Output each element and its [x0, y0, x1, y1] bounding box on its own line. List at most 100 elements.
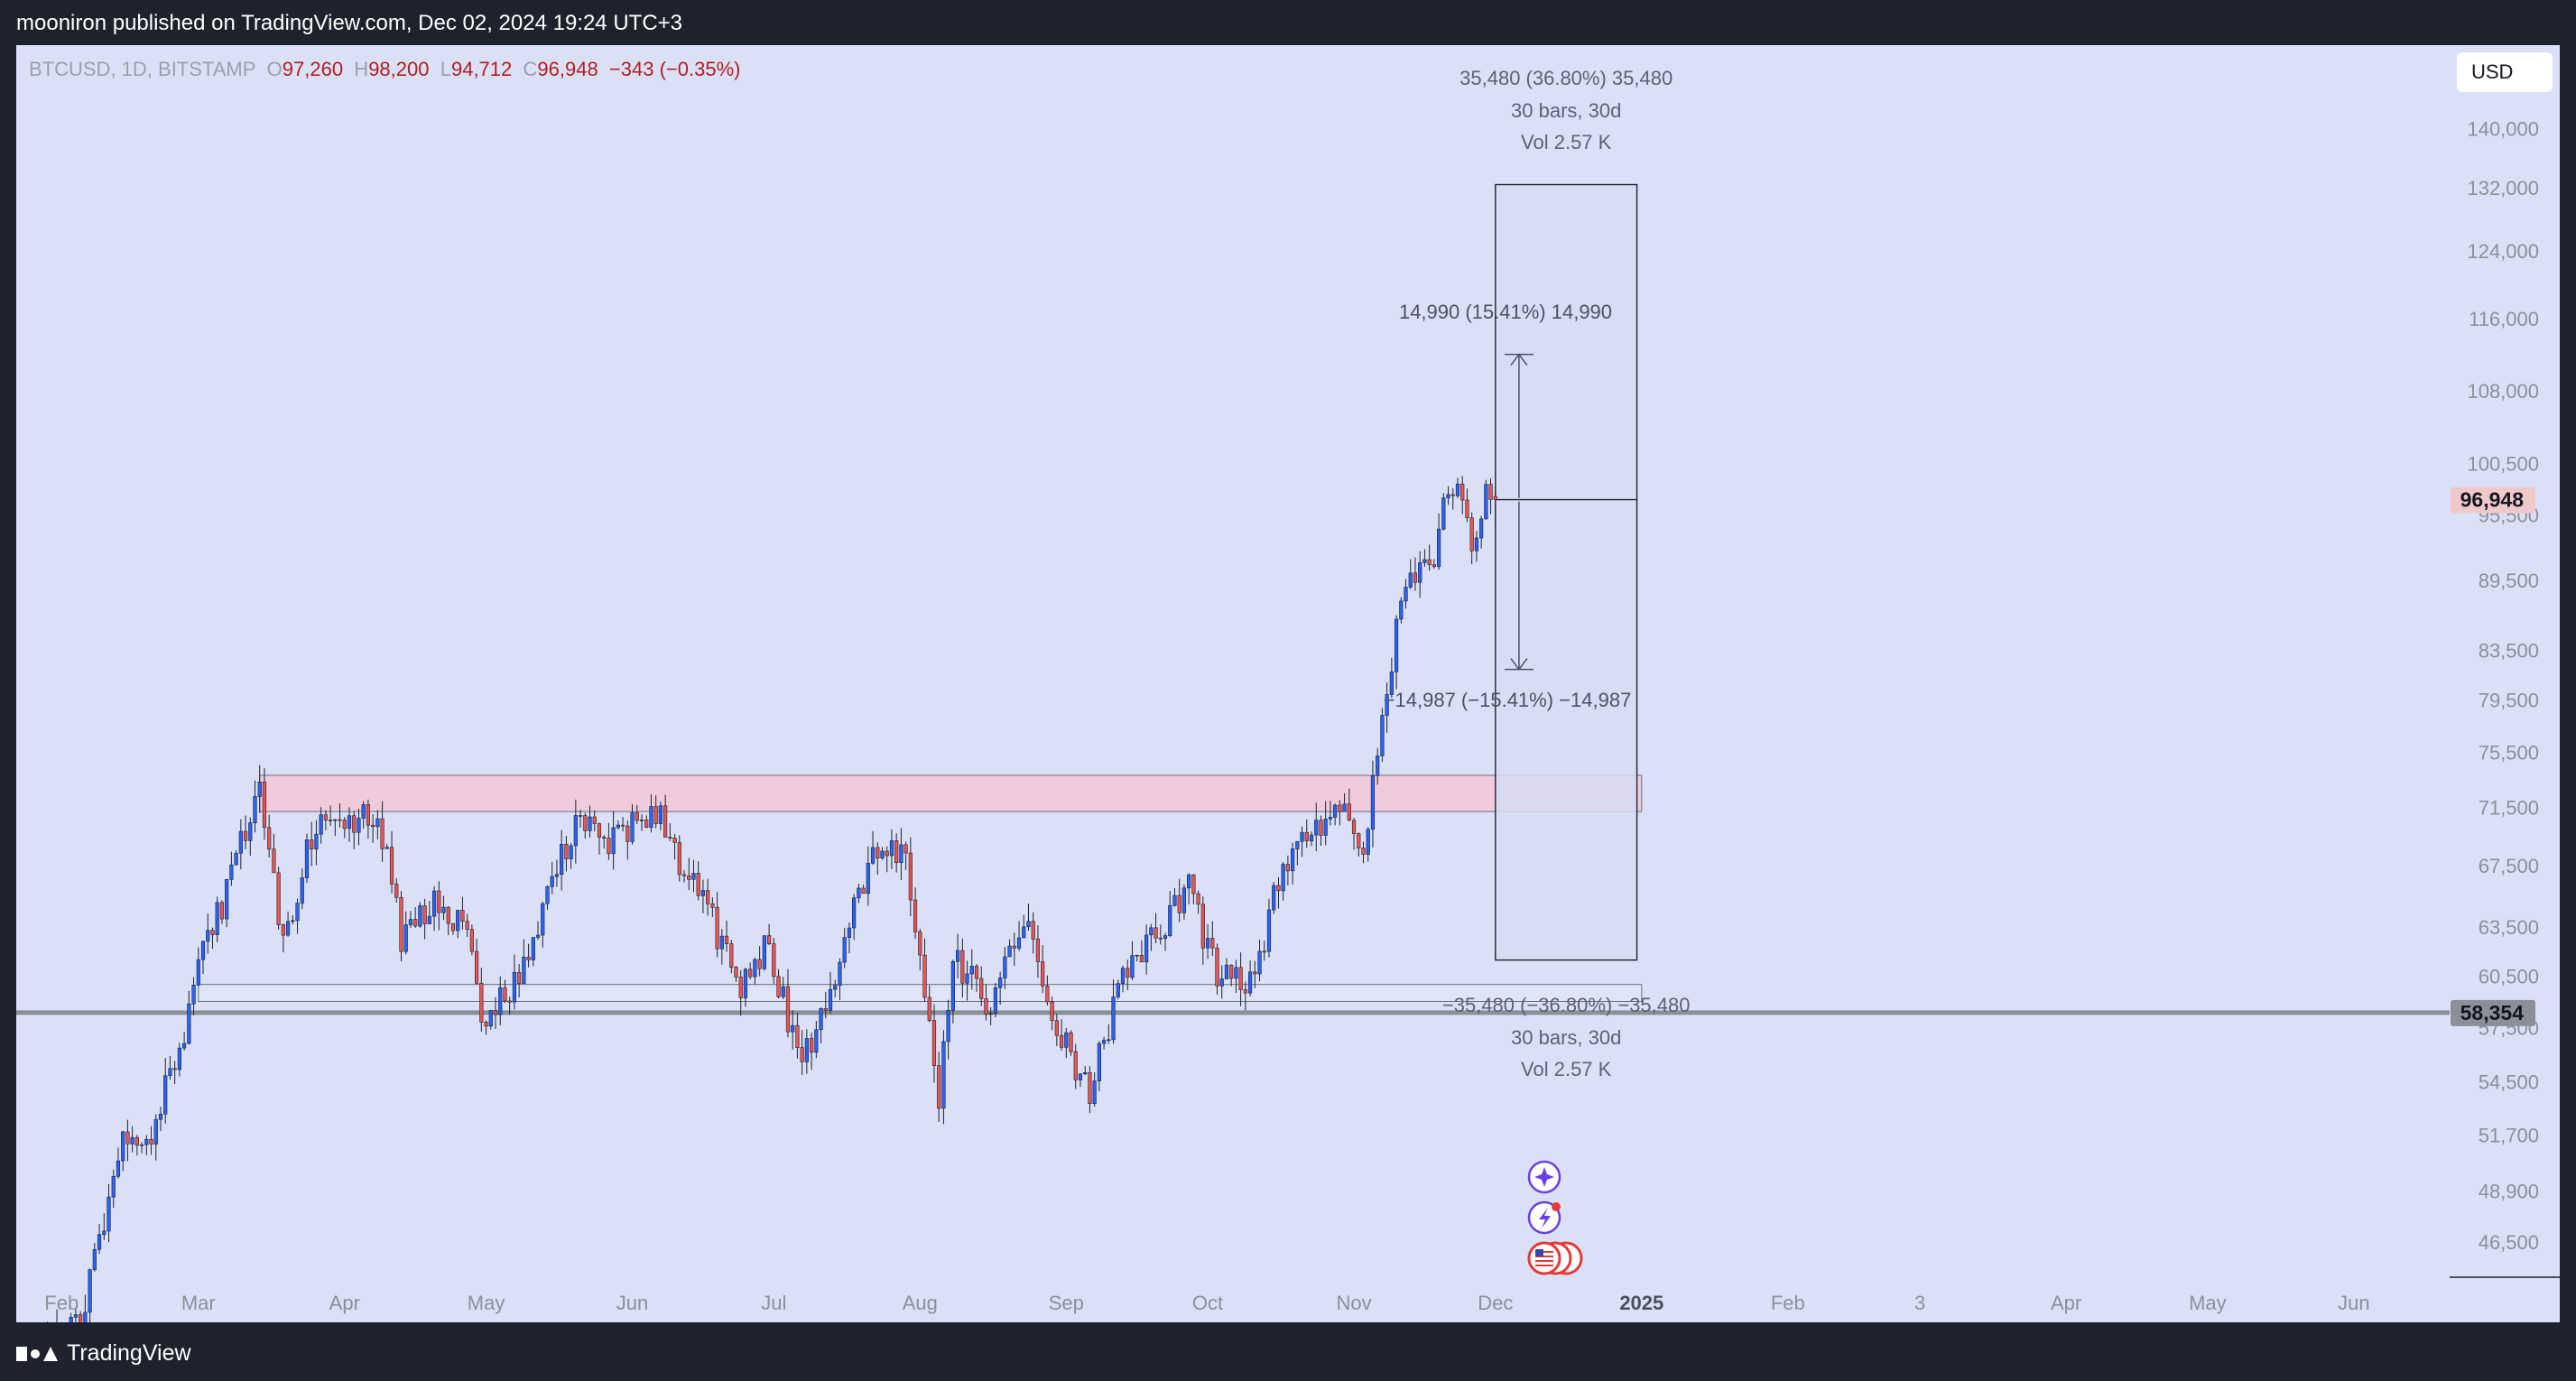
- candle-body: [1257, 950, 1262, 975]
- candle: [1126, 959, 1130, 991]
- candle: [677, 835, 681, 882]
- candle-body: [1295, 840, 1300, 849]
- candle-body: [1404, 587, 1408, 602]
- candle: [1229, 964, 1234, 987]
- candle: [139, 1142, 144, 1154]
- candle: [385, 843, 389, 849]
- candle-body: [163, 1075, 168, 1115]
- candle-body: [1351, 820, 1357, 834]
- candle: [554, 859, 560, 887]
- candle-body: [314, 833, 319, 850]
- candle: [163, 1058, 168, 1124]
- candle-body: [857, 887, 861, 899]
- candle: [488, 1009, 493, 1030]
- candle: [1149, 923, 1154, 951]
- candle-body: [724, 935, 729, 944]
- candle: [1479, 515, 1484, 549]
- close-value: 96,948: [537, 58, 598, 80]
- candle: [526, 943, 531, 968]
- candle-body: [998, 978, 1003, 988]
- candle-body: [234, 852, 238, 866]
- candle-body: [399, 896, 403, 952]
- candle-body: [102, 1230, 107, 1236]
- overlay-layer: 35,480 (36.80%) 35,480 30 bars, 30d Vol 2.…: [1384, 67, 1691, 1275]
- candle: [899, 828, 903, 880]
- candle-body: [1168, 905, 1172, 936]
- candle: [715, 892, 719, 958]
- candle-body: [107, 1196, 111, 1232]
- candle: [795, 1013, 800, 1059]
- y-tick-label: 51,700: [2479, 1124, 2539, 1146]
- candle-body: [347, 815, 352, 830]
- x-tick-label: Nov: [1336, 1292, 1371, 1314]
- candle-body: [1314, 820, 1319, 836]
- x-tick-label: Jun: [616, 1292, 648, 1314]
- candle: [1200, 896, 1205, 965]
- currency-button[interactable]: USD: [2457, 52, 2553, 92]
- candle-body: [79, 1314, 83, 1322]
- candle-body: [1163, 935, 1168, 939]
- candle: [1196, 890, 1200, 914]
- candle-body: [1210, 938, 1215, 949]
- price-chart[interactable]: 35,480 (36.80%) 35,480 30 bars, 30d Vol 2.…: [16, 45, 2560, 1322]
- candle: [134, 1135, 139, 1156]
- candle-body: [1191, 874, 1196, 894]
- candle: [564, 836, 569, 872]
- candle-body: [1243, 989, 1247, 994]
- candle-body: [474, 950, 479, 984]
- candle: [234, 850, 238, 866]
- candle: [776, 969, 781, 999]
- candle-body: [560, 844, 564, 876]
- candle: [1238, 952, 1243, 1006]
- candle: [861, 884, 866, 894]
- candle-body: [503, 987, 507, 1002]
- candle-body: [1041, 961, 1045, 987]
- candle-body: [1035, 938, 1041, 962]
- candle: [73, 1309, 79, 1322]
- candle: [1295, 840, 1300, 866]
- candle-body: [1493, 496, 1497, 500]
- candle: [196, 947, 200, 987]
- symbol-title[interactable]: BTCUSD, 1D, BITSTAMP: [29, 58, 256, 80]
- candle: [121, 1130, 125, 1172]
- candle: [172, 1061, 177, 1085]
- candle: [1163, 932, 1168, 951]
- y-tick-label: 71,500: [2479, 796, 2539, 819]
- candle-body: [1224, 964, 1229, 979]
- candle-body: [946, 1010, 950, 1043]
- candle-body: [366, 804, 371, 826]
- candle: [446, 906, 450, 936]
- candle-body: [1370, 775, 1376, 830]
- candle: [1285, 855, 1290, 885]
- candle-body: [267, 827, 272, 849]
- candle: [153, 1114, 158, 1161]
- candle-body: [507, 1000, 512, 1003]
- candle-body: [1266, 909, 1272, 952]
- candle-body: [291, 920, 295, 922]
- symbol-legend[interactable]: BTCUSD, 1D, BITSTAMP O97,260 H98,200 L94…: [29, 58, 740, 81]
- candle-body: [512, 971, 517, 1003]
- candle: [371, 814, 375, 843]
- candle: [653, 795, 658, 829]
- candle-body: [602, 837, 607, 839]
- candle-body: [1172, 894, 1177, 906]
- candle-body: [1474, 537, 1479, 551]
- x-tick-label: Oct: [1192, 1292, 1223, 1314]
- candle-body: [295, 903, 300, 922]
- candle: [823, 991, 828, 1019]
- candle: [413, 906, 418, 928]
- chart-frame[interactable]: 35,480 (36.80%) 35,480 30 bars, 30d Vol 2.…: [16, 45, 2560, 1322]
- candle-body: [931, 1020, 937, 1066]
- candle-body: [880, 850, 885, 858]
- candle: [810, 1032, 814, 1071]
- candle: [1455, 477, 1460, 499]
- candle-body: [762, 935, 766, 969]
- candle: [125, 1119, 130, 1162]
- candle: [927, 985, 931, 1023]
- candle: [700, 879, 706, 913]
- candle: [1144, 924, 1149, 975]
- candle: [545, 885, 550, 910]
- candle: [687, 857, 691, 891]
- candle: [1012, 932, 1016, 967]
- candle-body: [791, 1024, 795, 1033]
